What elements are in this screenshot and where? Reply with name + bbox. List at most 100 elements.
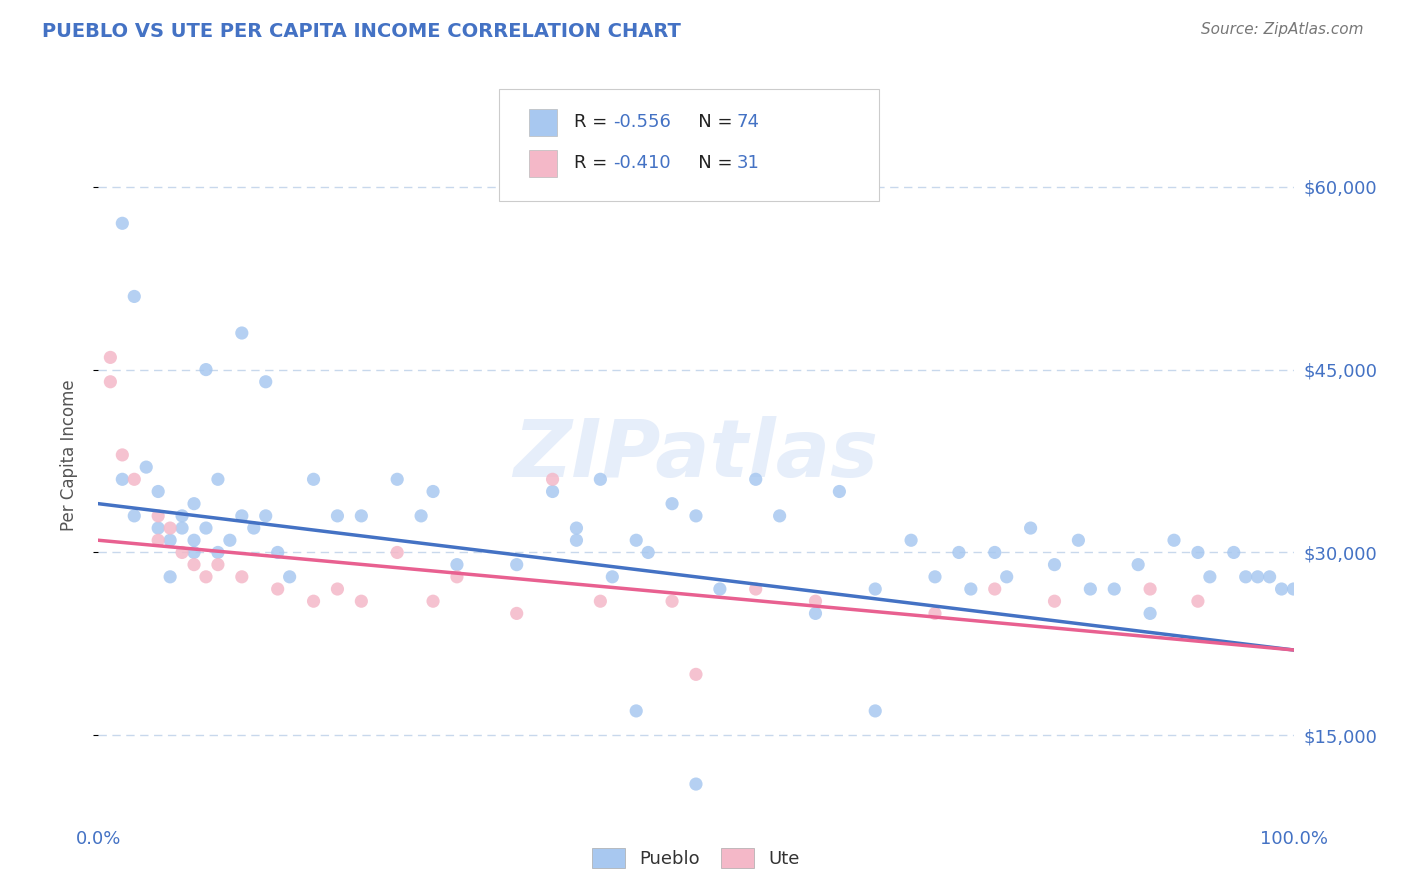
- Point: [1187, 545, 1209, 559]
- Text: PUEBLO VS UTE PER CAPITA INCOME CORRELATION CHART: PUEBLO VS UTE PER CAPITA INCOME CORRELAT…: [42, 22, 681, 41]
- Point: [385, 545, 409, 559]
- Point: [231, 570, 253, 584]
- Point: [1271, 582, 1294, 596]
- Point: [1163, 533, 1185, 548]
- Point: [385, 472, 409, 486]
- Point: [960, 582, 983, 596]
- Point: [243, 521, 266, 535]
- Point: [111, 448, 134, 462]
- Point: [541, 484, 564, 499]
- Point: [183, 558, 205, 572]
- Point: [1067, 533, 1090, 548]
- Point: [626, 704, 648, 718]
- Point: [900, 533, 922, 548]
- Text: 74: 74: [737, 113, 759, 131]
- Point: [865, 704, 887, 718]
- Point: [183, 497, 205, 511]
- Point: [172, 521, 194, 535]
- Legend: Pueblo, Ute: Pueblo, Ute: [583, 838, 808, 878]
- Text: N =: N =: [681, 154, 738, 172]
- Point: [637, 545, 659, 559]
- Point: [828, 484, 851, 499]
- Point: [267, 545, 290, 559]
- Text: R =: R =: [574, 113, 613, 131]
- Point: [195, 521, 218, 535]
- Point: [422, 594, 444, 608]
- Point: [685, 777, 707, 791]
- Point: [98, 351, 122, 365]
- Point: [267, 582, 290, 596]
- Point: [995, 570, 1018, 584]
- Point: [195, 362, 218, 376]
- Point: [172, 545, 194, 559]
- Point: [98, 375, 122, 389]
- Point: [1234, 570, 1257, 584]
- Point: [350, 508, 373, 523]
- Text: ZIPatlas: ZIPatlas: [513, 416, 879, 494]
- Point: [148, 533, 170, 548]
- Point: [111, 216, 134, 230]
- Point: [565, 521, 588, 535]
- Point: [924, 607, 946, 621]
- Text: -0.410: -0.410: [613, 154, 671, 172]
- Text: R =: R =: [574, 154, 613, 172]
- Point: [183, 545, 205, 559]
- Point: [254, 508, 277, 523]
- Point: [326, 508, 349, 523]
- Point: [1139, 607, 1161, 621]
- Point: [984, 545, 1007, 559]
- Point: [1080, 582, 1102, 596]
- Point: [768, 508, 790, 523]
- Point: [159, 570, 181, 584]
- Point: [422, 484, 444, 499]
- Point: [124, 289, 146, 303]
- Point: [1139, 582, 1161, 596]
- Point: [195, 570, 218, 584]
- Point: [124, 472, 146, 486]
- Point: [661, 497, 683, 511]
- Point: [984, 582, 1007, 596]
- Point: [709, 582, 731, 596]
- Point: [565, 533, 588, 548]
- Text: -0.556: -0.556: [613, 113, 671, 131]
- Point: [1247, 570, 1270, 584]
- Point: [148, 484, 170, 499]
- Point: [446, 570, 468, 584]
- Point: [183, 533, 205, 548]
- Point: [207, 558, 229, 572]
- Point: [506, 558, 529, 572]
- Point: [626, 533, 648, 548]
- Point: [172, 508, 194, 523]
- Point: [148, 508, 170, 523]
- Text: N =: N =: [681, 113, 738, 131]
- Point: [1128, 558, 1150, 572]
- Point: [924, 570, 946, 584]
- Point: [804, 607, 827, 621]
- Point: [302, 472, 325, 486]
- Point: [745, 582, 768, 596]
- Point: [278, 570, 301, 584]
- Point: [865, 582, 887, 596]
- Point: [506, 607, 529, 621]
- Point: [1187, 594, 1209, 608]
- Point: [124, 508, 146, 523]
- Point: [446, 558, 468, 572]
- Point: [1258, 570, 1281, 584]
- Point: [541, 472, 564, 486]
- Point: [1019, 521, 1042, 535]
- Point: [685, 508, 707, 523]
- Point: [1199, 570, 1222, 584]
- Point: [1043, 558, 1066, 572]
- Text: Source: ZipAtlas.com: Source: ZipAtlas.com: [1201, 22, 1364, 37]
- Point: [302, 594, 325, 608]
- Point: [1043, 594, 1066, 608]
- Point: [254, 375, 277, 389]
- Point: [231, 508, 253, 523]
- Point: [589, 472, 612, 486]
- Point: [745, 472, 768, 486]
- Point: [231, 326, 253, 340]
- Point: [111, 472, 134, 486]
- Point: [148, 521, 170, 535]
- Point: [159, 533, 181, 548]
- Point: [1223, 545, 1246, 559]
